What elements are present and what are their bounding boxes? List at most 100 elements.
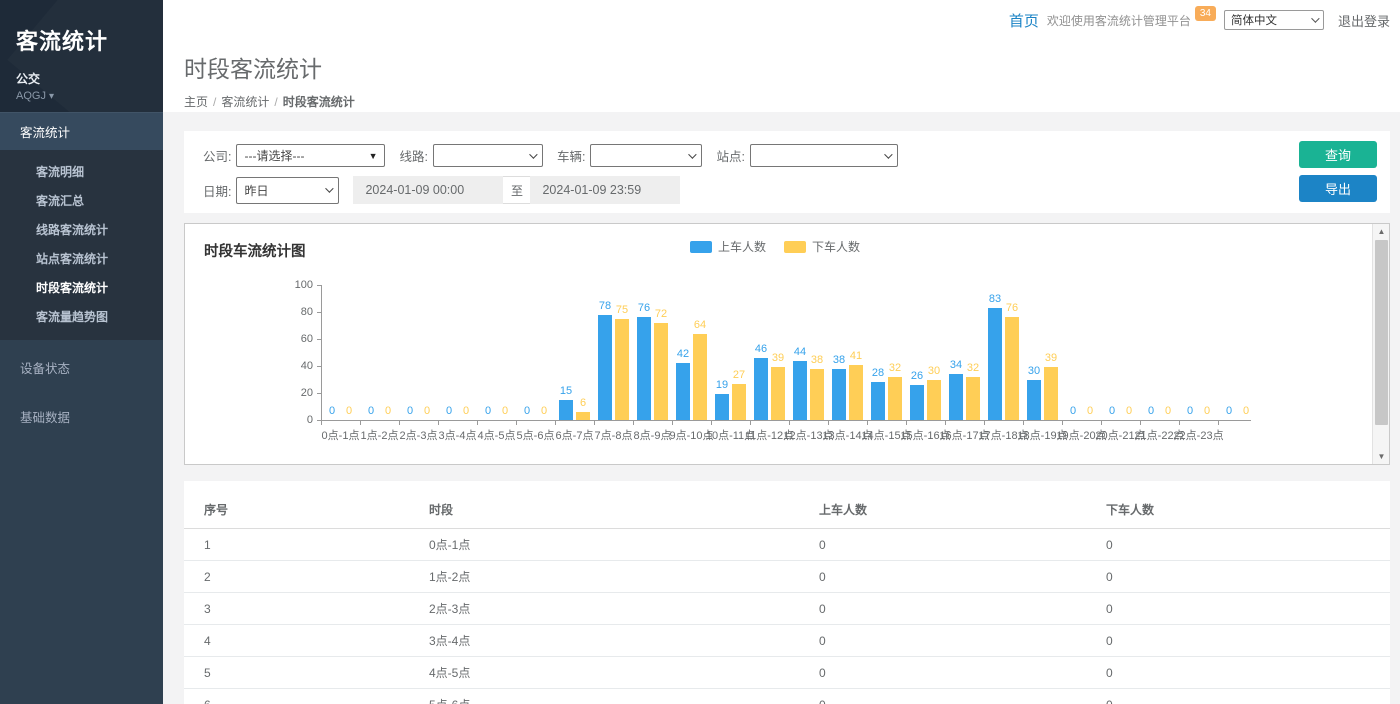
date-from-input[interactable]: 2024-01-09 00:00 — [353, 176, 504, 204]
table-cell: 0 — [1086, 624, 1390, 657]
x-tick-mark — [321, 421, 322, 425]
y-tick-label: 80 — [300, 306, 313, 318]
bar-value-label: 0 — [1108, 405, 1116, 417]
bar-value-label: 46 — [754, 342, 768, 355]
chart-bar — [1044, 367, 1058, 420]
search-button[interactable]: 查询 — [1299, 141, 1377, 168]
x-axis-label: 17点-18点 — [978, 430, 1029, 442]
chevron-down-icon — [325, 184, 335, 193]
scroll-up-icon[interactable]: ▲ — [1377, 227, 1386, 236]
sidebar-subitem[interactable]: 客流明细 — [36, 165, 85, 179]
y-tick-mark — [317, 393, 321, 394]
x-tick-mark — [828, 421, 829, 425]
table-row: 5 4点-5点 0 0 — [184, 656, 1390, 689]
content: 公司: ---请选择--- ▼ 线路: 车辆: 站点: — [163, 112, 1400, 704]
scrollbar-thumb[interactable] — [1375, 240, 1388, 425]
legend-item[interactable]: 上车人数 — [689, 238, 766, 255]
y-tick-mark — [317, 339, 321, 340]
x-tick-mark — [750, 421, 751, 425]
table-header-cell: 时段 — [409, 489, 799, 529]
chart-bar — [949, 374, 963, 420]
y-tick-mark — [317, 366, 321, 367]
legend-swatch — [689, 240, 712, 253]
chart-bar — [693, 333, 707, 420]
table-cell: 0 — [799, 656, 1086, 689]
sidebar-subitem[interactable]: 线路客流统计 — [36, 223, 109, 237]
sidebar-subitem[interactable]: 站点客流统计 — [36, 252, 109, 266]
x-axis-label: 1点-2点 — [360, 430, 399, 442]
chart-bar — [832, 368, 846, 420]
date-preset-select[interactable]: 昨日 — [236, 176, 340, 204]
x-axis-label: 11点-12点 — [744, 430, 795, 442]
y-tick-label: 60 — [300, 333, 313, 345]
chart-bar — [615, 318, 629, 420]
bar-value-label: 0 — [462, 405, 470, 417]
bar-value-label: 19 — [715, 379, 729, 392]
chart-bar — [1027, 379, 1041, 420]
table-row: 4 3点-4点 0 0 — [184, 624, 1390, 657]
vehicle-label: 车辆: — [556, 150, 586, 164]
x-axis-label: 0点-1点 — [321, 430, 360, 442]
x-axis-label: 21点-22点 — [1134, 430, 1185, 442]
x-tick-mark — [672, 421, 673, 425]
chart-bar — [871, 382, 885, 420]
notification-badge[interactable]: 34 — [1194, 5, 1216, 21]
table-header-cell: 下车人数 — [1086, 489, 1390, 529]
bar-value-label: 0 — [1086, 405, 1094, 417]
station-select[interactable] — [749, 144, 898, 167]
export-button[interactable]: 导出 — [1299, 175, 1377, 202]
bar-value-label: 15 — [559, 384, 573, 397]
org-code-dropdown[interactable]: AQGJ ▾ — [16, 90, 147, 102]
chart-bar — [637, 317, 651, 420]
table-cell: 0 — [1086, 656, 1390, 689]
line-select[interactable] — [432, 144, 543, 167]
date-to-input[interactable]: 2024-01-09 23:59 — [530, 176, 681, 204]
chart-bar — [576, 411, 590, 420]
logout-link[interactable]: 退出登录 — [1337, 13, 1390, 29]
bar-value-label: 0 — [1186, 405, 1194, 417]
x-tick-mark — [1062, 421, 1063, 425]
sidebar-item-2[interactable]: 基础数据 — [20, 411, 71, 425]
company-select[interactable]: ---请选择--- ▼ — [236, 144, 386, 167]
sidebar-item-1[interactable]: 设备状态 — [20, 362, 71, 376]
legend-item[interactable]: 下车人数 — [784, 238, 860, 255]
table-cell: 0 — [799, 560, 1086, 593]
table-cell: 0 — [1086, 528, 1390, 561]
chart-bar — [966, 376, 980, 420]
sidebar-item-0[interactable]: 客流统计 — [0, 112, 163, 150]
sidebar-subitem[interactable]: 客流量趋势图 — [36, 310, 109, 324]
bar-value-label: 76 — [1005, 302, 1019, 315]
y-tick-label: 40 — [300, 360, 313, 372]
chart-bar — [559, 399, 573, 420]
date-preset-value: 昨日 — [244, 183, 269, 198]
chart-vertical-scrollbar[interactable]: ▲ ▼ — [1372, 224, 1389, 464]
chart-bar — [715, 394, 729, 420]
language-select[interactable]: 简体中文 — [1223, 10, 1324, 30]
x-tick-mark — [867, 421, 868, 425]
x-tick-mark — [438, 421, 439, 425]
sidebar-subitem[interactable]: 时段客流统计 — [36, 281, 109, 295]
bar-value-label: 0 — [484, 405, 492, 417]
x-tick-mark — [594, 421, 595, 425]
bar-value-label: 34 — [949, 359, 963, 372]
sidebar-subitem[interactable]: 客流汇总 — [36, 194, 85, 208]
home-link[interactable]: 首页 — [1008, 12, 1039, 30]
breadcrumb-item[interactable]: 主页 — [184, 95, 209, 109]
table-cell: 0 — [799, 624, 1086, 657]
y-axis — [321, 285, 322, 420]
scroll-down-icon[interactable]: ▼ — [1377, 452, 1386, 461]
chart-bar — [793, 360, 807, 420]
data-table: 序号 时段 上车人数 下车人数 1 0点-1点 0 0 2 1点-2点 0 0 3 2点-3点 0 0 4 3点… — [184, 489, 1390, 704]
bar-value-label: 28 — [871, 367, 885, 380]
vehicle-select[interactable] — [590, 144, 703, 167]
bar-value-label: 0 — [445, 405, 453, 417]
x-tick-mark — [360, 421, 361, 425]
x-axis-label: 18点-19点 — [1017, 430, 1068, 442]
bar-value-label: 0 — [1147, 405, 1155, 417]
chart-bar — [1005, 317, 1019, 420]
breadcrumb-item[interactable]: 客流统计 — [221, 95, 270, 109]
x-axis-label: 9点-10点 — [669, 430, 714, 442]
sidebar-submenu: 客流明细客流汇总线路客流统计 站点客流统计 时段客流统计 客流量趋势图 — [0, 150, 163, 340]
x-axis-label: 22点-23点 — [1173, 430, 1224, 442]
bar-value-label: 41 — [849, 349, 863, 362]
